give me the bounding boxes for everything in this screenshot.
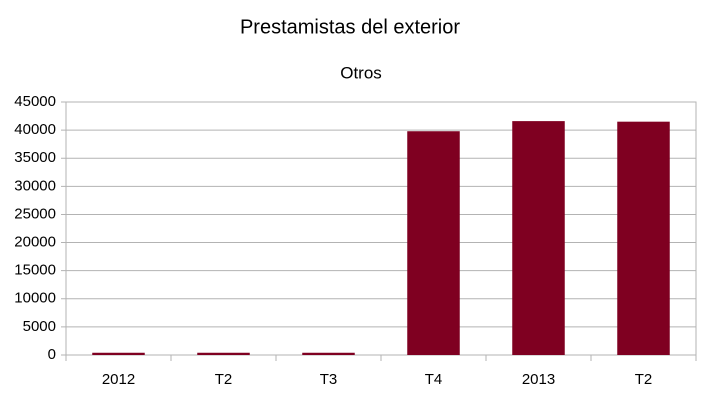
y-tick-label: 20000 — [14, 234, 56, 251]
x-tick-label: 2013 — [522, 371, 555, 388]
y-tick-label: 30000 — [14, 177, 56, 194]
x-tick-label: T3 — [320, 371, 338, 388]
x-tick-label: T4 — [425, 371, 443, 388]
y-tick-label: 35000 — [14, 149, 56, 166]
x-tick-label: T2 — [215, 371, 233, 388]
y-tick-label: 40000 — [14, 121, 56, 138]
y-tick-label: 0 — [48, 346, 56, 363]
bar — [407, 131, 460, 355]
y-tick-label: 45000 — [14, 93, 56, 110]
bar — [512, 121, 565, 355]
bar — [92, 352, 145, 355]
y-tick-label: 10000 — [14, 290, 56, 307]
bar — [617, 121, 670, 355]
plot-border — [65, 101, 697, 356]
bar — [197, 352, 250, 355]
x-tick-label: T2 — [635, 371, 653, 388]
x-tick-label: 2012 — [102, 371, 135, 388]
bar — [302, 352, 355, 355]
y-tick-label: 15000 — [14, 262, 56, 279]
y-tick-label: 25000 — [14, 205, 56, 222]
chart-title: Prestamistas del exterior — [240, 16, 460, 38]
y-tick-label: 5000 — [23, 318, 56, 335]
chart-subtitle: Otros — [340, 63, 382, 82]
